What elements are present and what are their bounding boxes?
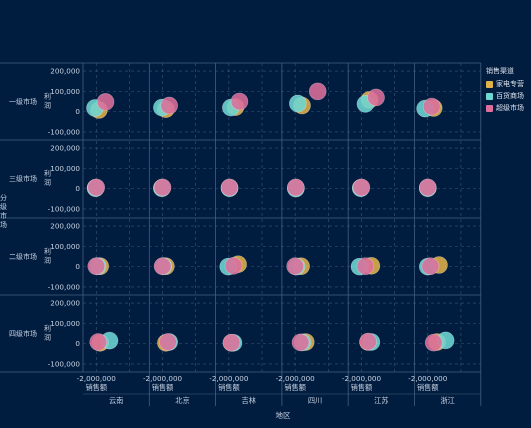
x-field-label: 地区 xyxy=(276,410,291,420)
point-超级市场 xyxy=(87,178,106,197)
x-axis-label: 销售额 xyxy=(152,383,174,392)
y-tick-label: 0 xyxy=(75,262,80,271)
point-超级市场 xyxy=(287,178,305,197)
y-tick-label: 200,000 xyxy=(50,144,80,153)
row-label: 二级市场 xyxy=(9,252,37,261)
y-axis-label: 润 xyxy=(44,333,51,342)
legend-item-department-store[interactable]: 百货商场 xyxy=(486,91,524,101)
point-超级市场 xyxy=(153,257,172,276)
point-超级市场 xyxy=(224,257,243,275)
y-tick-label: -100,000 xyxy=(48,282,81,291)
point-超级市场 xyxy=(153,178,172,197)
y-tick-label: -100,000 xyxy=(48,127,81,136)
column-label: 北京 xyxy=(175,396,189,405)
x-axis-label: 销售额 xyxy=(351,383,373,392)
row-label: 一级市场 xyxy=(9,97,37,106)
point-超级市场 xyxy=(422,97,441,116)
x-axis-label: 销售额 xyxy=(284,383,306,392)
legend-swatch-appliance xyxy=(486,80,493,88)
y-tick-label: 200,000 xyxy=(50,299,80,308)
x-tick-label: -2,000,000 xyxy=(408,374,448,383)
row-label: 四级市场 xyxy=(9,329,37,338)
point-超级市场 xyxy=(424,333,443,352)
x-axis-label: 销售额 xyxy=(85,383,107,392)
x-tick-label: -2,000,000 xyxy=(77,374,117,383)
y-axis-label: 利 xyxy=(44,169,51,178)
row-field-label-char: 场 xyxy=(0,220,7,229)
y-tick-label: 100,000 xyxy=(50,87,80,96)
point-超级市场 xyxy=(96,93,115,111)
point-超级市场 xyxy=(367,88,385,107)
legend-label-supermarket: 超级市场 xyxy=(496,104,524,112)
legend-item-appliance[interactable]: 家电专营 xyxy=(486,79,524,89)
legend-label-department-store: 百货商场 xyxy=(496,92,524,100)
y-tick-label: 100,000 xyxy=(50,164,80,173)
point-超级市场 xyxy=(286,257,304,276)
row-label: 三级市场 xyxy=(9,174,37,183)
legend-swatch-department-store xyxy=(486,92,493,100)
y-tick-label: -100,000 xyxy=(48,204,81,213)
x-tick-label: -2,000,000 xyxy=(342,374,382,383)
point-超级市场 xyxy=(421,257,440,276)
y-tick-label: 200,000 xyxy=(50,67,80,76)
column-label: 浙江 xyxy=(440,396,454,405)
y-tick-label: 0 xyxy=(75,184,80,193)
legend-item-supermarket[interactable]: 超级市场 xyxy=(486,103,524,113)
x-tick-label: -2,000,000 xyxy=(209,374,249,383)
row-field-label-char: 市 xyxy=(0,211,7,220)
row-field-label-char: 分 xyxy=(0,193,7,202)
y-axis-label: 润 xyxy=(44,256,51,265)
legend-label-appliance: 家电专营 xyxy=(496,80,524,88)
point-超级市场 xyxy=(220,178,239,197)
y-tick-label: 200,000 xyxy=(50,222,80,231)
x-axis-label: 销售额 xyxy=(417,383,439,392)
y-tick-label: 0 xyxy=(75,107,80,116)
x-axis-label: 销售额 xyxy=(218,383,240,392)
point-超级市场 xyxy=(159,333,177,351)
point-超级市场 xyxy=(352,178,371,197)
point-超级市场 xyxy=(291,333,310,352)
x-tick-label: -2,000,000 xyxy=(143,374,183,383)
y-tick-label: 100,000 xyxy=(50,242,80,251)
point-超级市场 xyxy=(89,333,108,351)
point-超级市场 xyxy=(222,333,241,352)
point-超级市场 xyxy=(356,257,375,276)
row-field-label-char: 级 xyxy=(0,202,7,211)
point-超级市场 xyxy=(87,257,106,276)
point-超级市场 xyxy=(230,92,249,111)
y-tick-label: 0 xyxy=(75,339,80,348)
column-label: 江苏 xyxy=(374,396,388,405)
legend: 销售渠道 家电专营 百货商场 超级市场 xyxy=(486,66,524,115)
y-axis-label: 利 xyxy=(44,247,51,256)
y-axis-label: 利 xyxy=(44,92,51,101)
column-label: 吉林 xyxy=(242,396,256,405)
point-超级市场 xyxy=(160,96,178,115)
point-百货商场 xyxy=(289,94,307,113)
x-tick-label: -2,000,000 xyxy=(276,374,316,383)
legend-swatch-supermarket xyxy=(486,104,493,112)
column-label: 四川 xyxy=(308,396,322,405)
point-超级市场 xyxy=(308,82,327,101)
y-tick-label: 100,000 xyxy=(50,319,80,328)
legend-title: 销售渠道 xyxy=(486,67,514,75)
y-axis-label: 润 xyxy=(44,101,51,110)
point-超级市场 xyxy=(359,332,377,351)
y-axis-label: 润 xyxy=(44,178,51,187)
point-超级市场 xyxy=(418,178,437,197)
y-tick-label: -100,000 xyxy=(48,359,81,368)
column-label: 云南 xyxy=(109,396,123,405)
y-axis-label: 利 xyxy=(44,324,51,333)
